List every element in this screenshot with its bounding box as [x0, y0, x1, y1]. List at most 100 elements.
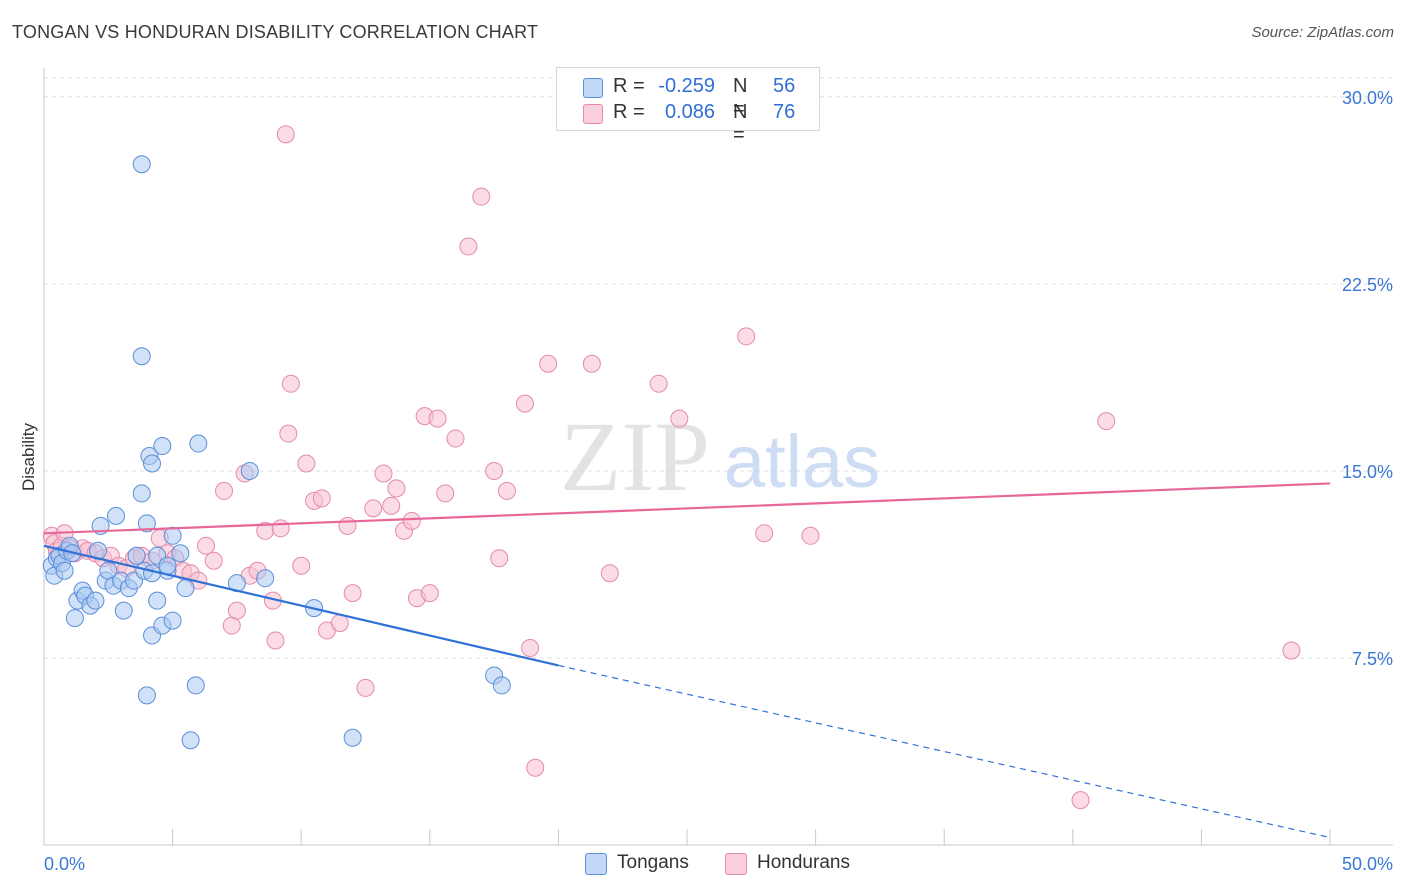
tongan-point [86, 591, 105, 610]
watermark: ZIP atlas [560, 401, 880, 512]
n-label: N = [733, 75, 748, 120]
tongans-swatch [585, 853, 607, 875]
honduran-point [1282, 641, 1301, 660]
honduran-point [387, 479, 406, 498]
watermark-atlas: atlas [724, 420, 880, 503]
tongan-point [114, 601, 133, 620]
tongan-point [107, 506, 126, 525]
honduran-point [197, 536, 216, 555]
honduran-point [266, 631, 285, 650]
honduran-point [515, 394, 534, 413]
tongans-trendline [43, 544, 559, 667]
tongan-point [240, 461, 259, 480]
n-value: 56 [773, 75, 796, 97]
legend-label-hondurans: Hondurans [757, 852, 850, 873]
tongan-point [256, 569, 275, 588]
y-tick-label: 22.5% [1342, 275, 1393, 295]
honduran-point [312, 489, 331, 508]
honduran-point [271, 519, 290, 538]
tongan-point [132, 484, 151, 503]
hondurans-trendline [43, 482, 1331, 535]
honduran-point [374, 464, 393, 483]
x-tick-label-min: 0.0% [44, 854, 85, 874]
tongan-point [343, 728, 362, 747]
honduran-point [801, 526, 820, 545]
tongan-point [181, 731, 200, 750]
honduran-point [297, 454, 316, 473]
honduran-point [582, 354, 601, 373]
tongan-point [176, 579, 195, 598]
honduran-point [281, 374, 300, 393]
honduran-point [485, 461, 504, 480]
honduran-point [338, 516, 357, 535]
tongan-point [65, 609, 84, 628]
tongan-point [143, 454, 162, 473]
hondurans-swatch [725, 853, 747, 875]
honduran-point [649, 374, 668, 393]
tongan-point [148, 591, 167, 610]
honduran-point [428, 409, 447, 428]
r-label: R = [613, 75, 645, 97]
honduran-point [600, 564, 619, 583]
honduran-point [737, 327, 756, 346]
tongan-point [137, 514, 156, 533]
honduran-point [222, 616, 241, 635]
tongan-point [171, 544, 190, 563]
tongan-point [127, 546, 146, 565]
tongan-point [55, 561, 74, 580]
trendlines [43, 482, 1331, 839]
y-tick-label: 15.0% [1342, 462, 1393, 482]
honduran-point [227, 601, 246, 620]
legend-label-tongans: Tongans [617, 852, 689, 873]
honduran-point [490, 549, 509, 568]
tongans-points [42, 155, 511, 750]
tongan-point [163, 611, 182, 630]
honduran-point [382, 496, 401, 515]
n-label: N = [733, 101, 748, 146]
y-tick-label: 30.0% [1342, 88, 1393, 108]
honduran-point [755, 524, 774, 543]
honduran-point [436, 484, 455, 503]
honduran-point [1097, 412, 1116, 431]
tongan-point [137, 686, 156, 705]
honduran-point [279, 424, 298, 443]
honduran-point [1071, 791, 1090, 810]
chart-title: TONGAN VS HONDURAN DISABILITY CORRELATIO… [12, 22, 539, 42]
tongan-point [492, 676, 511, 695]
honduran-point [204, 551, 223, 570]
honduran-point [459, 237, 478, 256]
hondurans-swatch [583, 104, 603, 124]
honduran-point [402, 511, 421, 530]
r-value: 0.086 [664, 101, 715, 123]
honduran-point [526, 758, 545, 777]
honduran-point [670, 409, 689, 428]
honduran-point [420, 584, 439, 603]
y-tick-labels: 7.5% 15.0% 22.5% 30.0% [1342, 88, 1393, 669]
tongan-point [189, 434, 208, 453]
y-tick-label: 7.5% [1352, 649, 1393, 669]
tongan-point [158, 556, 177, 575]
chart-source: Source: ZipAtlas.com [1251, 24, 1394, 41]
honduran-point [292, 556, 311, 575]
n-value: 76 [773, 101, 796, 123]
honduran-point [215, 481, 234, 500]
tongan-point [163, 526, 182, 545]
tongan-point [186, 676, 205, 695]
honduran-point [364, 499, 383, 518]
tongans-trendline-extension [558, 664, 1331, 839]
tongans-swatch [583, 78, 603, 98]
honduran-point [539, 354, 558, 373]
honduran-point [276, 125, 295, 144]
y-axis-label: Disability [19, 422, 38, 491]
x-tick-label-max: 50.0% [1342, 854, 1393, 874]
honduran-point [497, 481, 516, 500]
honduran-point [343, 584, 362, 603]
honduran-point [472, 187, 491, 206]
r-value: -0.259 [658, 75, 715, 97]
honduran-point [446, 429, 465, 448]
honduran-point [330, 614, 349, 633]
tongan-point [132, 347, 151, 366]
honduran-point [521, 639, 540, 658]
tongan-point [132, 155, 151, 174]
